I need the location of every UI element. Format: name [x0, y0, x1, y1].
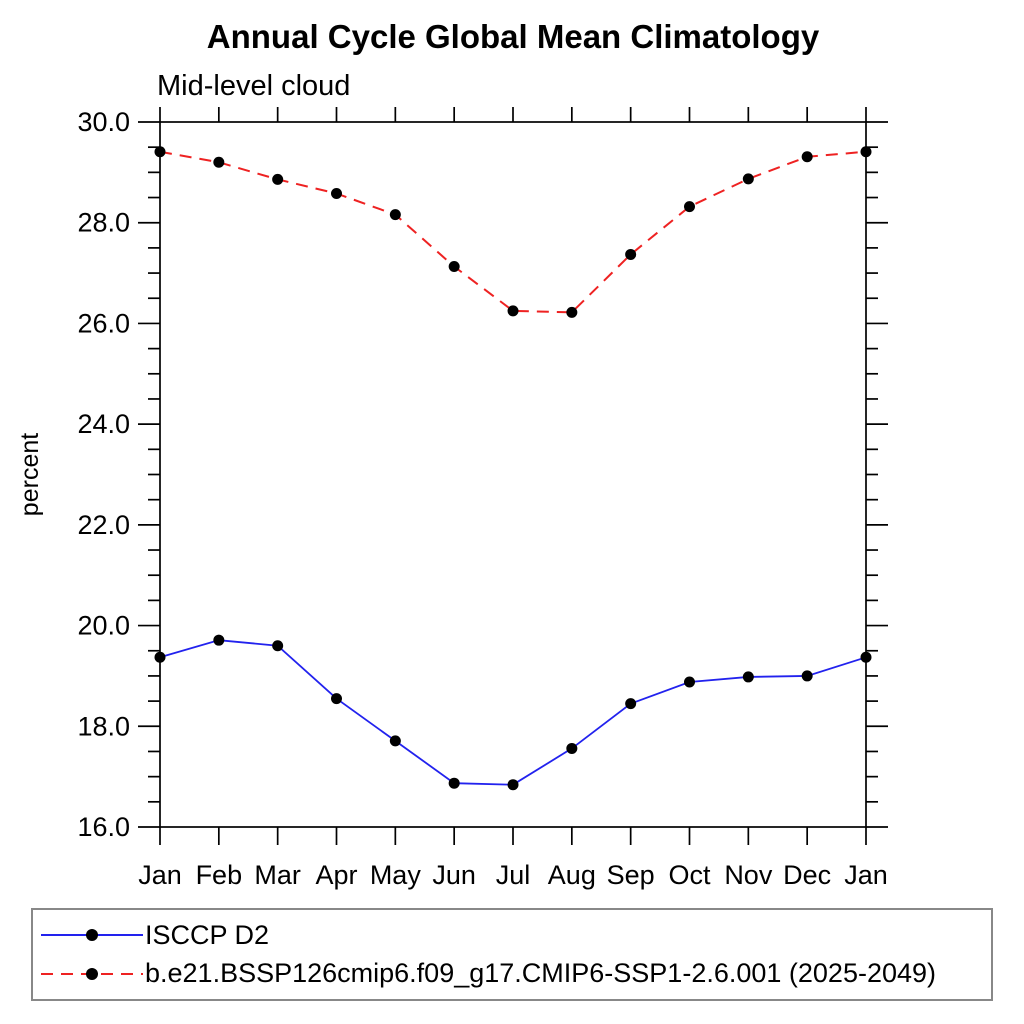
x-tick-label: Feb [196, 860, 243, 890]
x-tick-label: Jun [432, 860, 476, 890]
x-tick-label: Nov [724, 860, 773, 890]
y-tick-label: 26.0 [77, 308, 130, 338]
series-marker-1 [860, 146, 872, 158]
x-tick-label: May [370, 860, 422, 890]
legend-label-model: b.e21.BSSP126cmip6.f09_g17.CMIP6-SSP1-2.… [145, 958, 937, 989]
series-marker-1 [389, 209, 401, 221]
series-marker-1 [566, 306, 578, 318]
chart-title: Annual Cycle Global Mean Climatology [206, 18, 820, 55]
series-marker-0 [389, 735, 401, 747]
series-marker-1 [625, 248, 637, 260]
series-marker-0 [331, 693, 342, 705]
y-tick-label: 28.0 [77, 208, 130, 238]
series-marker-1 [801, 151, 813, 163]
series-marker-0 [566, 742, 578, 754]
series-marker-1 [331, 188, 342, 200]
series-marker-0 [272, 640, 284, 652]
series-marker-0 [742, 671, 754, 683]
series-marker-1 [507, 305, 519, 317]
series-marker-0 [625, 698, 637, 710]
x-tick-label: Jan [844, 860, 888, 890]
x-tick-label: Jan [138, 860, 182, 890]
chart-subtitle: Mid-level cloud [157, 70, 351, 102]
series-line-1 [159, 150, 867, 314]
y-tick-label: 22.0 [77, 510, 130, 540]
legend-item-model: b.e21.BSSP126cmip6.f09_g17.CMIP6-SSP1-2.… [39, 957, 991, 991]
x-tick-label: Apr [315, 860, 357, 890]
y-tick-label: 30.0 [77, 107, 130, 137]
series-line-0 [159, 639, 867, 786]
series-marker-1 [154, 146, 166, 158]
series-marker-0 [507, 779, 519, 791]
series-marker-0 [213, 634, 225, 646]
y-tick-label: 20.0 [77, 611, 130, 641]
x-tick-label: Oct [668, 860, 711, 890]
y-axis-label: percent [16, 433, 44, 516]
y-tick-label: 24.0 [77, 409, 130, 439]
x-tick-label: Aug [548, 860, 596, 890]
series-marker-1 [742, 173, 754, 185]
series-marker-0 [154, 651, 166, 663]
series-marker-1 [684, 201, 695, 213]
x-tick-label: Dec [783, 860, 831, 890]
x-tick-label: Mar [254, 860, 301, 890]
legend-item-isccp: ISCCP D2 [39, 918, 991, 952]
legend-label-isccp: ISCCP D2 [145, 919, 270, 950]
x-tick-label: Sep [607, 860, 655, 890]
x-tick-label: Jul [496, 860, 531, 890]
legend-line-sample-dashed [41, 967, 143, 980]
y-tick-label: 16.0 [77, 812, 130, 842]
series-marker-1 [448, 261, 460, 273]
y-tick-label: 18.0 [77, 711, 130, 741]
series-marker-1 [272, 173, 284, 185]
axis-frame [159, 121, 867, 828]
series-marker-0 [448, 777, 460, 789]
series-marker-0 [684, 676, 695, 688]
legend-line-sample-solid [41, 929, 143, 942]
series-marker-0 [801, 670, 813, 682]
series-marker-0 [860, 651, 872, 663]
series-marker-1 [213, 156, 225, 168]
legend-box: ISCCP D2 b.e21.BSSP126cmip6.f09_g17.CMIP… [31, 908, 993, 1001]
